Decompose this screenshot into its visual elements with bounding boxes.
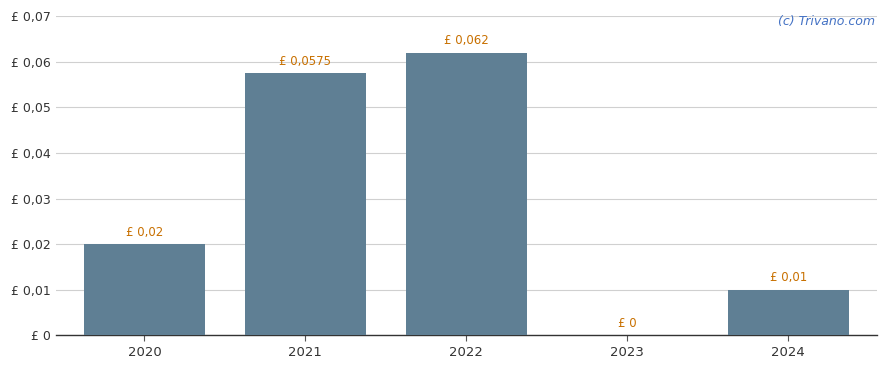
Text: £ 0,01: £ 0,01 (770, 271, 807, 285)
Bar (406, 53, 527, 336)
Text: £ 0,062: £ 0,062 (444, 34, 488, 47)
Bar (245, 73, 366, 336)
Text: £ 0,0575: £ 0,0575 (280, 55, 331, 68)
Text: £ 0: £ 0 (618, 317, 637, 330)
Bar (84, 244, 205, 336)
Text: £ 0,02: £ 0,02 (126, 226, 163, 239)
Bar (728, 290, 849, 336)
Text: (c) Trivano.com: (c) Trivano.com (778, 15, 875, 28)
